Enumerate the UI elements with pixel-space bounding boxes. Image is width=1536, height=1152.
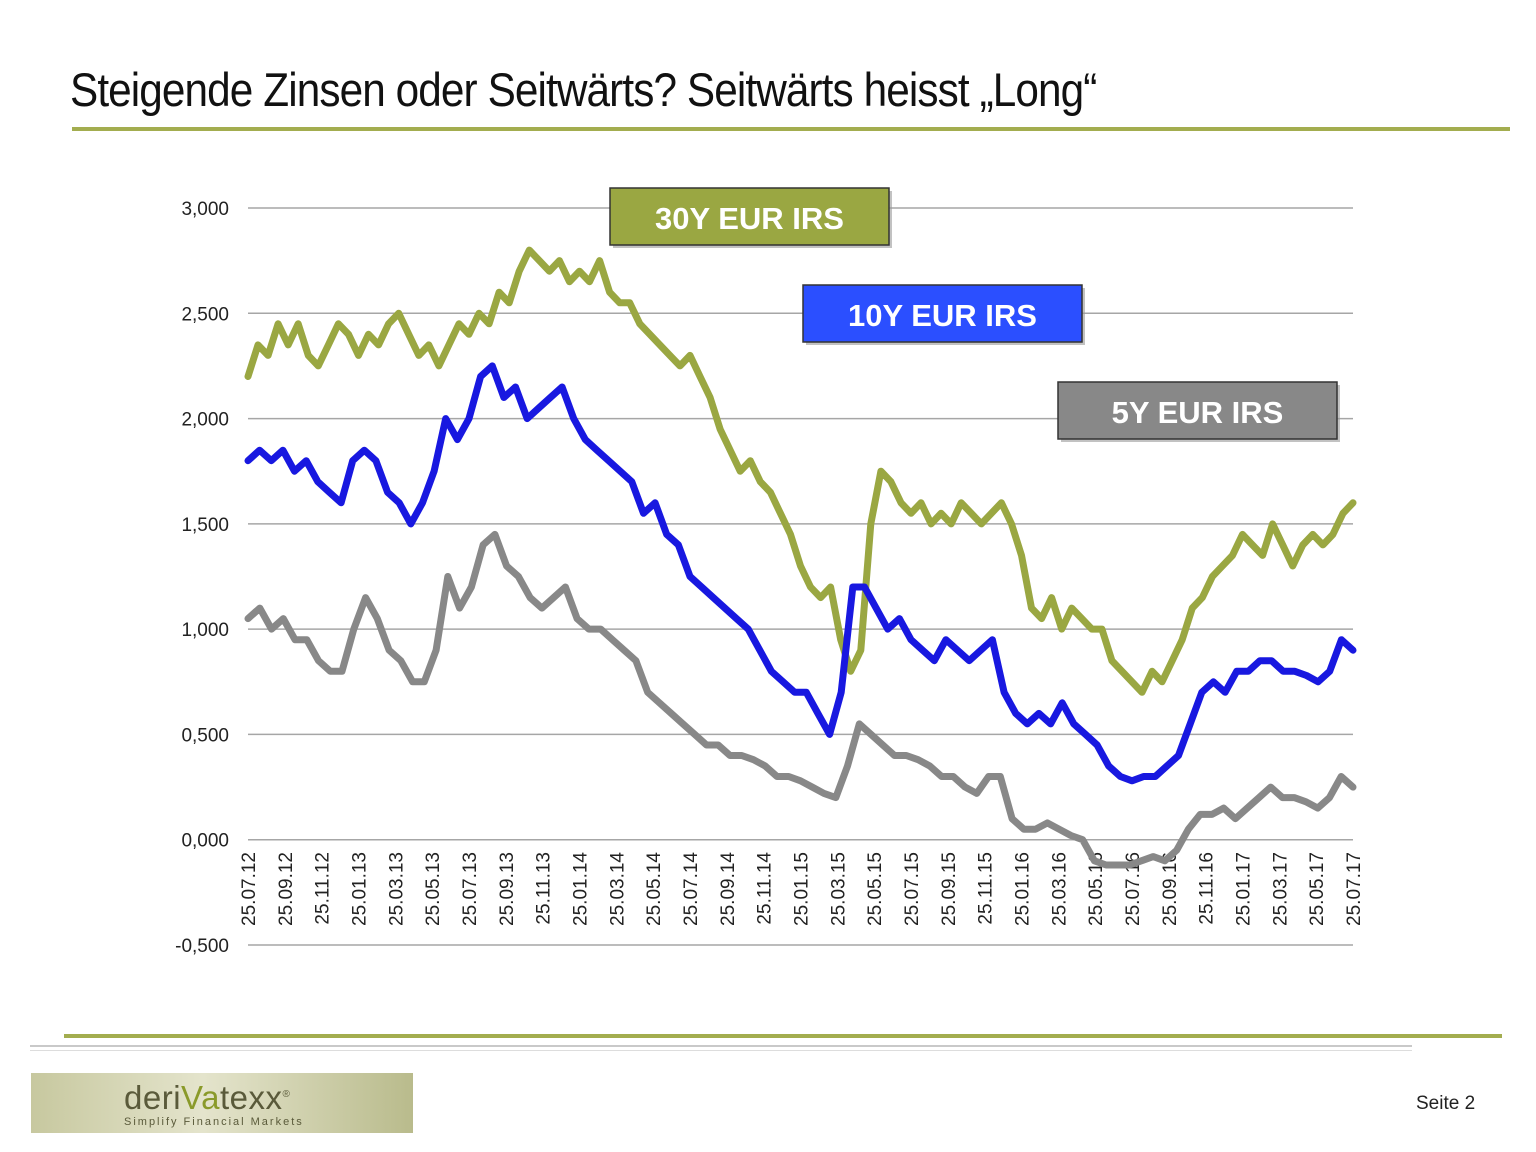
x-tick-label: 25.07.13 <box>460 852 481 926</box>
legend-label: 30Y EUR IRS <box>655 201 844 236</box>
x-tick-label: 25.07.14 <box>681 852 702 926</box>
series-line-3 <box>244 530 1357 869</box>
x-tick-label: 25.07.12 <box>239 852 260 926</box>
top-divider <box>72 127 1510 131</box>
y-tick-label: -0,500 <box>175 936 229 957</box>
x-tick-label: 25.03.13 <box>386 852 407 926</box>
x-tick-label: 25.05.13 <box>423 852 444 926</box>
x-tick-label: 25.03.16 <box>1049 852 1070 926</box>
x-tick-label: 25.05.14 <box>644 852 665 926</box>
bottom-divider-gray-thin <box>30 1050 1412 1051</box>
legend-label: 5Y EUR IRS <box>1112 395 1284 430</box>
x-tick-label: 25.05.17 <box>1307 852 1328 926</box>
logo-wordmark: deriVatexx® <box>124 1079 291 1116</box>
x-tick-label: 25.01.14 <box>571 852 592 926</box>
x-tick-label: 25.09.13 <box>497 852 518 926</box>
bottom-divider <box>64 1034 1502 1038</box>
x-tick-label: 25.03.17 <box>1270 852 1291 926</box>
bottom-divider-gray <box>30 1045 1412 1047</box>
x-tick-label: 25.09.15 <box>939 852 960 926</box>
x-tick-label: 25.09.14 <box>718 852 739 926</box>
y-tick-label: 2,500 <box>181 304 229 325</box>
x-tick-label: 25.09.12 <box>276 852 297 926</box>
series-line-1 <box>244 246 1357 696</box>
y-tick-label: 1,000 <box>181 620 229 641</box>
x-tick-label: 25.05.15 <box>865 852 886 926</box>
x-tick-label: 25.11.15 <box>976 852 997 925</box>
legend-box <box>609 187 890 246</box>
x-tick-label: 25.11.13 <box>534 852 555 925</box>
x-tick-label: 25.11.16 <box>1197 852 1218 925</box>
y-tick-label: 2,000 <box>181 410 229 431</box>
x-tick-label: 25.03.15 <box>828 852 849 926</box>
legend-label: 10Y EUR IRS <box>848 298 1037 333</box>
x-tick-label: 25.05.16 <box>1086 852 1107 926</box>
x-tick-label: 25.07.16 <box>1123 852 1144 926</box>
legend-box <box>1057 381 1338 440</box>
y-tick-label: 1,500 <box>181 515 229 536</box>
x-tick-label: 25.07.15 <box>902 852 923 926</box>
x-tick-label: 25.11.14 <box>755 852 776 925</box>
logo-tagline: Simplify Financial Markets <box>124 1116 304 1128</box>
x-tick-label: 25.01.17 <box>1234 852 1255 926</box>
x-tick-label: 25.01.16 <box>1013 852 1034 926</box>
x-tick-label: 25.01.13 <box>350 852 371 926</box>
series-line-2 <box>244 362 1357 785</box>
x-tick-label: 25.07.17 <box>1344 852 1365 926</box>
page-title: Steigende Zinsen oder Seitwärts? Seitwär… <box>70 63 1097 116</box>
legend-box <box>802 284 1083 343</box>
x-tick-label: 25.11.12 <box>313 852 334 925</box>
y-tick-label: 0,000 <box>181 831 229 852</box>
y-tick-label: 0,500 <box>181 725 229 746</box>
y-tick-label: 3,000 <box>181 199 229 220</box>
x-tick-label: 25.01.15 <box>792 852 813 926</box>
x-tick-label: 25.09.16 <box>1160 852 1181 926</box>
page-number: Seite 2 <box>1416 1093 1476 1114</box>
x-tick-label: 25.03.14 <box>607 852 628 926</box>
company-logo: deriVatexx® Simplify Financial Markets <box>31 1073 413 1133</box>
